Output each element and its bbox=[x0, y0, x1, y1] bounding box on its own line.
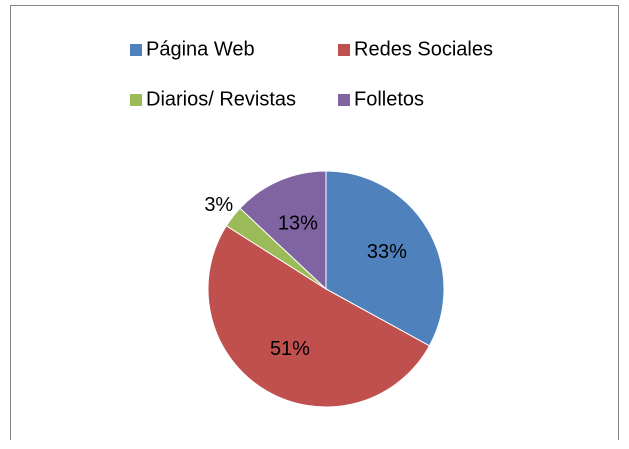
legend-label: Folletos bbox=[354, 88, 424, 110]
data-label: 33% bbox=[367, 241, 407, 263]
data-label: 51% bbox=[270, 338, 310, 360]
legend-swatch bbox=[130, 44, 142, 56]
legend-label: Diarios/ Revistas bbox=[146, 88, 296, 110]
chart-border bbox=[10, 5, 619, 440]
legend-swatch bbox=[338, 94, 350, 106]
legend-swatch bbox=[130, 94, 142, 106]
data-label: 13% bbox=[278, 212, 318, 234]
legend-label: Redes Sociales bbox=[354, 38, 493, 60]
pie-slice bbox=[239, 170, 327, 291]
data-label: 3% bbox=[204, 194, 233, 216]
legend-swatch bbox=[338, 44, 350, 56]
pie-slice bbox=[207, 225, 431, 408]
pie-slice bbox=[325, 170, 445, 347]
legend-label: Página Web bbox=[146, 38, 255, 60]
